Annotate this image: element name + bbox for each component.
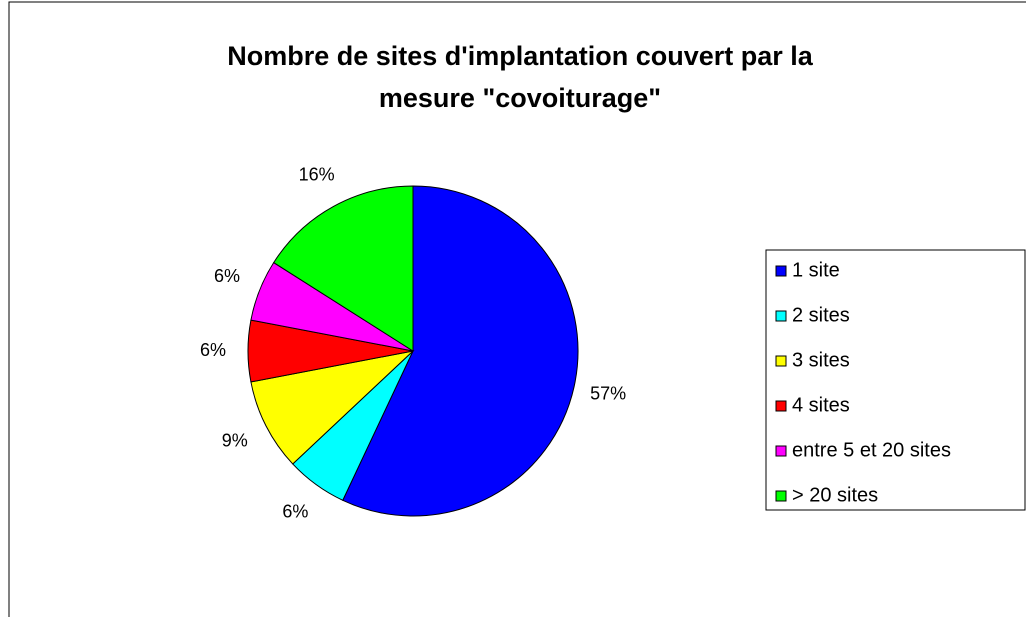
chart-title: Nombre de sites d'implantation couvert p…: [227, 41, 814, 71]
data-label: 16%: [299, 164, 335, 184]
legend-swatch: [775, 310, 787, 322]
legend-label: 2 sites: [792, 304, 850, 326]
pie-slice: [342, 185, 579, 517]
pie-slice: [250, 350, 415, 465]
legend-label: 4 sites: [792, 394, 850, 416]
legend-box: [765, 249, 1026, 511]
data-label: 6%: [200, 340, 226, 360]
legend-label: 1 site: [792, 259, 840, 281]
legend-label: 3 sites: [792, 349, 850, 371]
legend-swatch: [775, 445, 787, 457]
legend-swatch: [775, 400, 787, 412]
data-label: 6%: [282, 502, 308, 522]
data-label: 9%: [222, 431, 248, 451]
legend-swatch: [775, 490, 787, 502]
data-label: 57%: [590, 383, 626, 403]
chart-frame: [8, 1, 1026, 617]
pie-slice: [272, 185, 414, 352]
chart-title: mesure "covoiturage": [379, 83, 661, 113]
legend-label: entre 5 et 20 sites: [792, 439, 951, 461]
legend-swatch: [775, 355, 787, 367]
legend-label: > 20 sites: [792, 484, 878, 506]
data-label: 6%: [214, 266, 240, 286]
legend-swatch: [775, 265, 787, 277]
